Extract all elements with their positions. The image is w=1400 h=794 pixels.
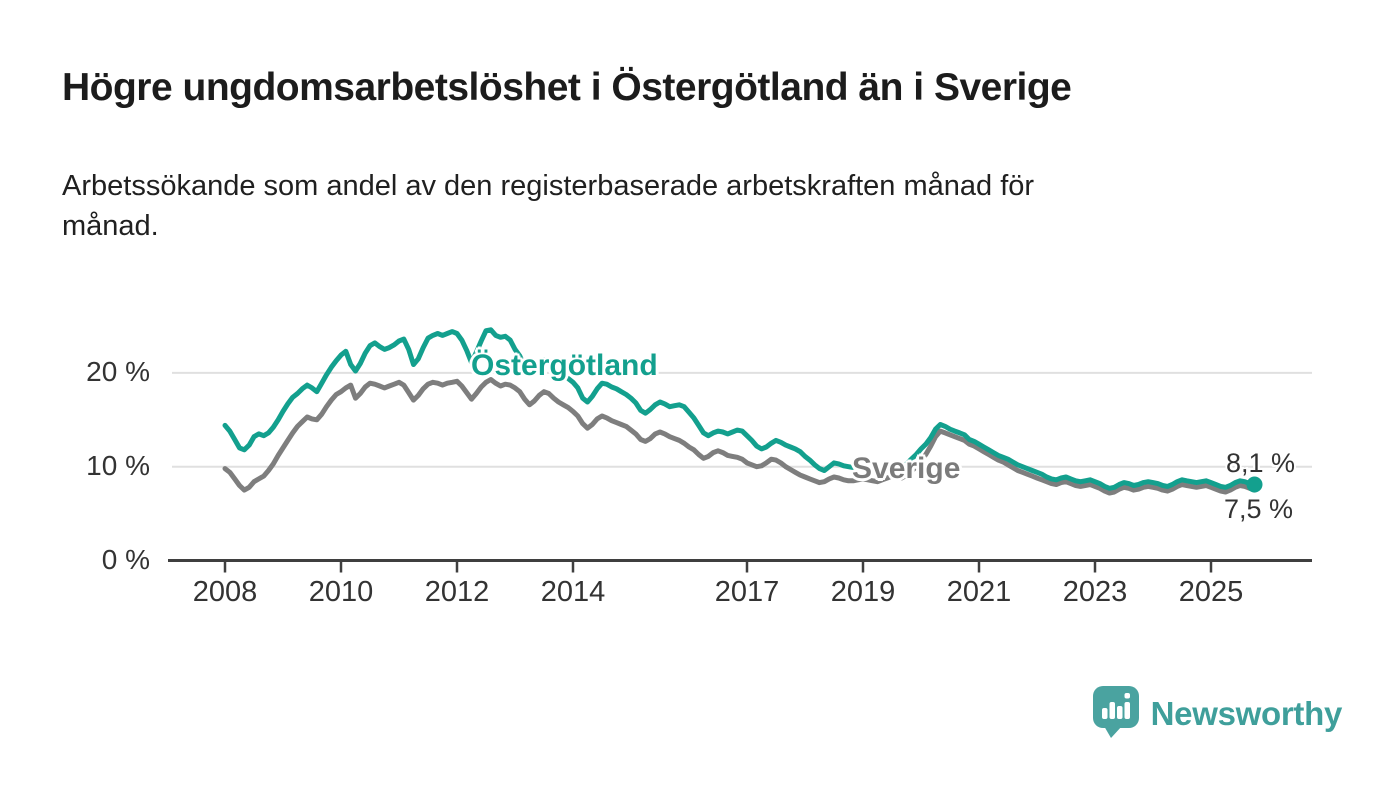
end-value-label-ostergotland: 8,1 % [1226,448,1296,478]
x-tick-label: 2017 [714,576,780,608]
subtitle-line-2: månad. [62,210,159,243]
brand-name[interactable]: Newsworthy [1150,694,1343,732]
x-tick-label: 2014 [540,576,606,608]
y-tick-label-20: 20 % [86,356,150,387]
x-tick-label: 2008 [192,576,258,608]
series-label-sverige: Sverige [852,452,961,485]
y-tick-label-10: 10 % [86,450,150,481]
x-tick-label: 2019 [830,576,896,608]
series-label-ostergotland: Östergötland [471,349,658,382]
y-tick-label-0: 0 % [101,544,150,575]
page-title: Högre ungdomsarbetslöshet i Östergötland… [62,66,1072,109]
chart-subtitle: Arbetssökande som andel av den registerb… [62,166,1282,246]
bar-chart-speech-bubble-icon [1091,684,1141,743]
x-tick-label: 2025 [1178,576,1244,608]
x-tick-label: 2023 [1062,576,1128,608]
newsworthy-logo[interactable]: Newsworthy [1091,684,1342,743]
x-tick-label: 2010 [308,576,374,608]
subtitle-line-1: Arbetssökande som andel av den registerb… [62,170,1035,202]
x-tick-label: 2021 [946,576,1012,608]
x-tick-label: 2012 [424,576,490,608]
end-value-label-sverige: 7,5 % [1224,494,1294,524]
